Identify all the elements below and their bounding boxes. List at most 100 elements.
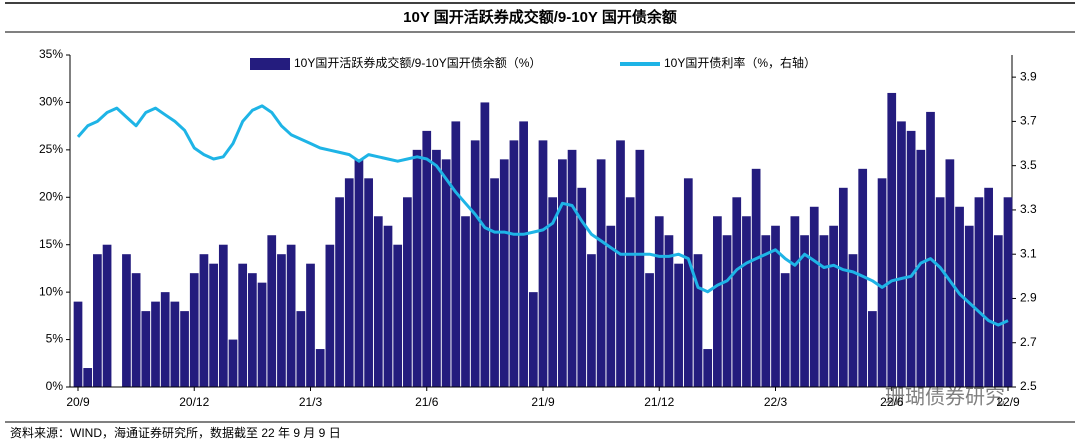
bar [383,225,393,387]
bar [209,263,218,387]
bar [170,301,180,387]
bar [838,187,848,387]
bar [683,178,693,387]
y2-tick-label: 3.5 [1020,158,1037,172]
x-tick-label: 20/12 [179,395,209,409]
bar [364,178,373,387]
y2-tick-label: 2.9 [1020,291,1037,305]
x-tick-label: 22/6 [880,395,904,409]
bar [558,159,567,387]
bar [587,254,596,387]
y-tick-label: 0% [46,379,64,393]
bar [654,216,664,387]
bar [519,121,528,388]
y-tick-label: 10% [39,284,63,298]
y-tick-label: 35% [39,47,63,61]
bar [344,178,354,387]
y2-tick-label: 2.5 [1020,379,1037,393]
bar [577,187,587,387]
bar [926,111,935,388]
bar [373,216,383,387]
y2-tick-label: 3.1 [1020,246,1037,260]
bar [315,349,325,387]
bar [616,140,625,387]
bar [848,254,858,387]
y-tick-label: 5% [46,332,64,346]
x-tick-label: 21/3 [299,395,323,409]
bar [664,235,674,387]
y-tick-label: 15% [39,237,63,251]
bar [713,216,722,387]
bar [267,235,277,387]
bar [732,197,742,387]
bar [122,254,131,387]
bar [984,187,993,387]
bar [141,311,151,387]
bar [645,273,654,387]
line [76,104,1009,327]
bar [189,273,199,387]
bar [238,263,248,387]
bar [742,216,751,387]
bar [596,159,606,387]
bar [490,178,499,387]
bar [325,244,335,387]
x-tick-label: 20/9 [66,395,90,409]
watermark: 珊瑚债券研究 [885,385,1005,408]
bar [131,273,141,387]
legend-label: 10Y国开债利率（%，右轴） [664,55,816,70]
bar [199,254,209,387]
bar [286,244,296,387]
bar [470,140,480,387]
y-tick-label: 20% [39,189,63,203]
bar [722,235,732,387]
bar [829,225,838,387]
bar [257,282,267,387]
y2-tick-label: 3.7 [1020,114,1037,128]
bar [160,292,170,387]
bar [480,102,490,387]
bar [567,149,577,387]
bar [93,254,102,387]
bar [887,92,897,387]
bar [306,263,315,387]
bar [73,301,83,387]
bar [809,206,819,387]
bar [635,149,645,387]
bar [218,244,228,387]
bar [451,121,461,388]
bar [877,178,887,387]
bar [102,244,112,387]
bar [461,216,470,387]
x-tick-label: 22/3 [764,395,788,409]
bar [441,159,451,387]
source-note: 资料来源：WIND，海通证券研究所，数据截至 22 年 9 月 9 日 [10,425,341,440]
x-tick-label: 21/12 [644,395,674,409]
bar [945,159,955,387]
legend-label: 10Y国开活跃券成交额/9-10Y国开债余额（%） [294,55,541,70]
bar [422,130,432,387]
bar [780,273,790,387]
y2-tick-label: 3.3 [1020,202,1037,216]
y2-tick-label: 3.9 [1020,69,1037,83]
bar [800,235,809,387]
bar [277,254,286,387]
x-tick-label: 21/9 [531,395,555,409]
bar [771,225,780,387]
bar [674,263,683,387]
bar [403,197,412,387]
bar [499,159,509,387]
bar [625,197,635,387]
bar [751,168,761,387]
bar [83,368,93,387]
y-tick-label: 30% [39,95,63,109]
x-tick-label: 22/9 [996,395,1020,409]
chart-title: 10Y 国开活跃券成交额/9-10Y 国开债余额 [403,8,677,26]
bar [509,140,519,387]
y2-tick-label: 2.7 [1020,335,1037,349]
bar [354,159,364,387]
bar [335,197,344,387]
bar [955,206,964,387]
bar [432,149,441,387]
